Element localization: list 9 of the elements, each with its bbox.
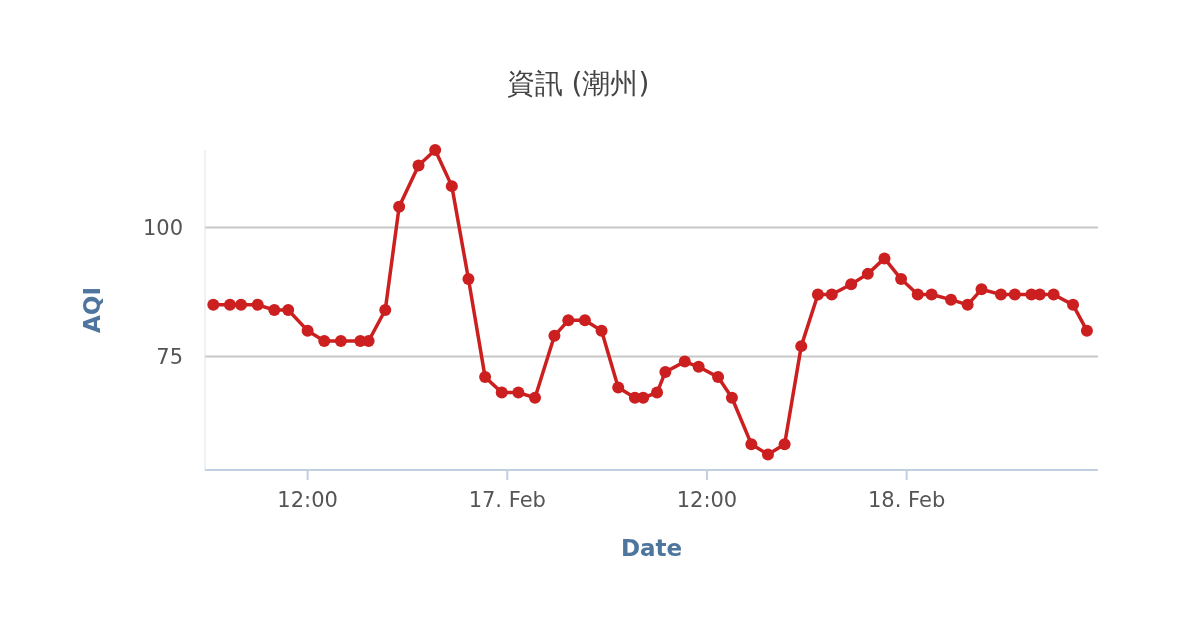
x-axis-title: Date — [620, 535, 683, 561]
chart-title: 資訊 (潮州) — [506, 67, 650, 100]
y-axis-title: AQI — [79, 287, 105, 333]
y-tick-label: 100 — [142, 216, 183, 241]
y-tick-label: 75 — [156, 345, 183, 370]
x-tick-label: 18. Feb — [868, 488, 946, 512]
x-tick-label: 12:00 — [676, 488, 738, 512]
x-tick-label: 12:00 — [277, 488, 338, 512]
x-tick-label: 17. Feb — [468, 488, 546, 512]
